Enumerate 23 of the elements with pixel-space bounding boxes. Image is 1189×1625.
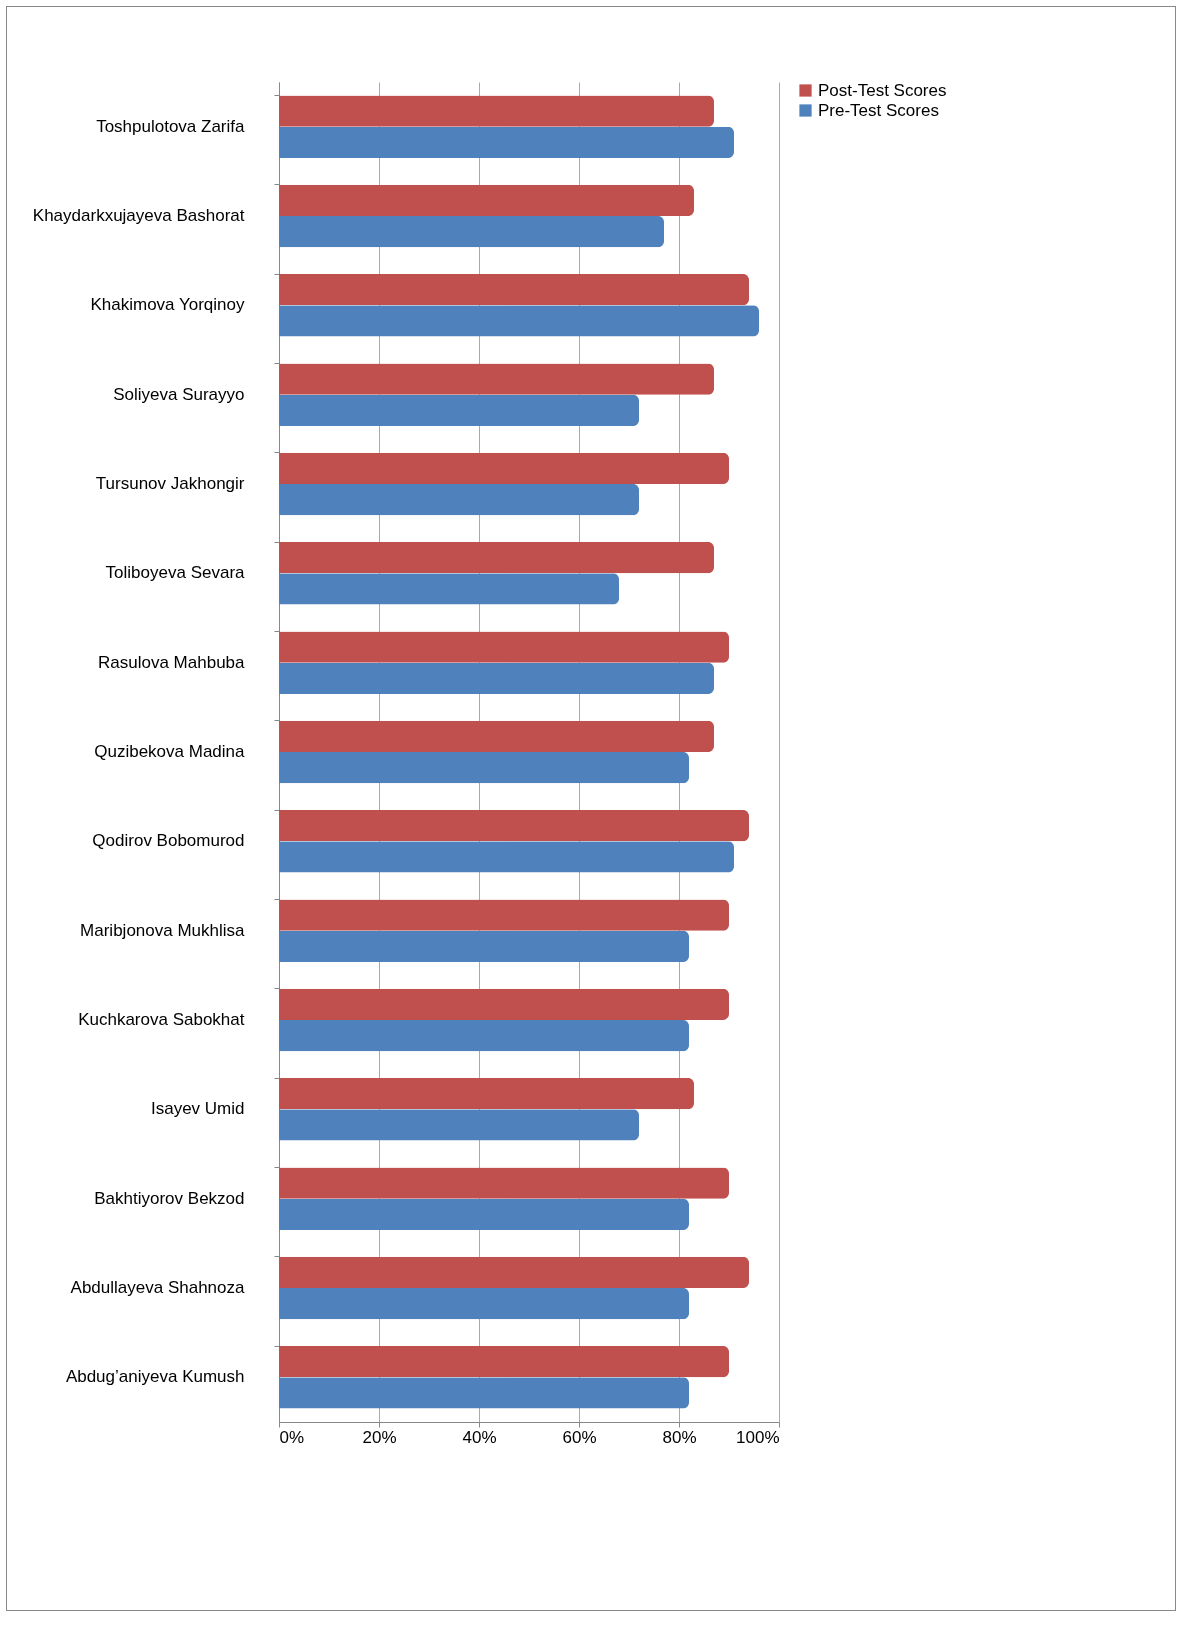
y-tick-label: Toliboyeva Sevara — [105, 563, 246, 583]
y-tick-label: Bakhtiyorov Bekzod — [94, 1188, 245, 1208]
y-tick-label: Khakimova Yorqinoy — [90, 295, 245, 315]
y-tick-label: Abdullayeva Shahnoza — [70, 1278, 246, 1297]
y-tick-label: Khaydarkxujayeva Bashorat — [32, 206, 245, 225]
x-tick-label: 60% — [562, 1427, 597, 1447]
x-tick-label: 100% — [736, 1427, 780, 1447]
y-tick-label: Soliyeva Surayyo — [113, 384, 245, 404]
x-tick-label: 0% — [279, 1427, 305, 1447]
y-tick-label: Toshpulotova Zarifa — [96, 116, 246, 136]
x-tick-label: 20% — [362, 1427, 397, 1447]
legend-label: Pre-Test Scores — [818, 100, 939, 120]
x-tick-label: 80% — [662, 1427, 697, 1447]
y-tick-label: Kuchkarova Sabokhat — [78, 1010, 245, 1029]
y-tick-label: Qodirov Bobomurod — [92, 831, 245, 851]
x-tick-label: 40% — [462, 1427, 497, 1447]
y-tick-label: Quzibekova Madina — [94, 742, 246, 761]
y-tick-label: Abdug’aniyeva Kumush — [65, 1367, 245, 1387]
y-tick-label: Rasulova Mahbuba — [98, 652, 246, 672]
y-tick-label: Isayev Umid — [150, 1099, 245, 1119]
y-tick-label: Maribjonova Mukhlisa — [80, 920, 246, 940]
y-tick-label: Tursunov Jakhongir — [95, 474, 245, 493]
legend-label: Post-Test Scores — [818, 80, 947, 100]
